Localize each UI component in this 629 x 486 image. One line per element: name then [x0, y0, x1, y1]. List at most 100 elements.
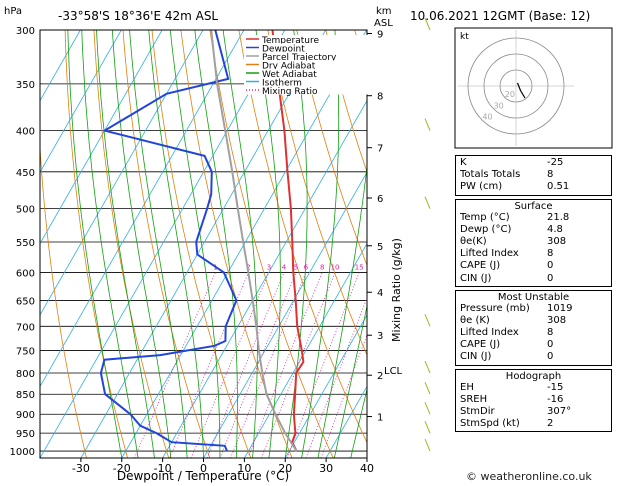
indices-panel: K -25 Totals Totals 8 PW (cm) 0.51 Surface … — [455, 155, 612, 435]
mixing-ratio-label: 15 — [355, 263, 364, 271]
isotherm-line — [40, 30, 122, 173]
index-row: CIN (J) 0 — [460, 272, 554, 284]
legend-bg — [244, 35, 372, 44]
dry-adiabat-line — [151, 30, 252, 458]
wet-adiabat-line — [148, 30, 204, 458]
date-label: 10.06.2021 12GMT (Base: 12) — [410, 9, 591, 23]
index-row: CAPE (J) 0 — [460, 339, 554, 351]
isotherm-line — [40, 30, 163, 245]
wind-barb — [424, 382, 431, 395]
isotherm-line — [203, 171, 367, 458]
km-tick-label: 9 — [377, 29, 383, 40]
index-row: CAPE (J) 0 — [460, 260, 554, 272]
lcl-label: LCL — [384, 366, 403, 377]
wet-adiabat-line — [317, 163, 367, 458]
most-unstable-title: Most Unstable — [497, 291, 570, 303]
mixing-ratio-label: 20 — [372, 263, 381, 271]
legend-bg — [244, 86, 372, 95]
wet-adiabat-line — [111, 30, 172, 458]
hodograph-ring-label: 40 — [482, 113, 492, 122]
mixing-ratio-label: 6 — [304, 263, 309, 271]
x-tick-label: -20 — [113, 462, 131, 475]
pressure-tick-label: 600 — [16, 268, 35, 279]
km-tick-label: 7 — [377, 144, 383, 155]
index-row: EH -15 — [460, 381, 564, 393]
legend-bg — [244, 77, 372, 86]
dry-adiabat-line — [238, 30, 367, 444]
legend-entry: Isotherm — [262, 79, 302, 89]
mixing-ratio-line — [206, 272, 285, 458]
x-tick-label: -10 — [154, 462, 172, 475]
mixing-ratio-line — [190, 272, 270, 458]
dry-adiabat-line — [64, 30, 128, 458]
series-parcel-trajectory — [210, 30, 298, 452]
wet-adiabat-line — [67, 30, 123, 458]
pressure-tick-label: 500 — [16, 205, 35, 216]
km-tick-label: 6 — [377, 194, 383, 205]
index-row: Dewp (°C) 4.8 — [460, 223, 563, 235]
x-tick-label: 40 — [360, 462, 374, 475]
chart-title: -33°58'S 18°36'E 42m ASL — [58, 9, 218, 23]
series-temperature — [271, 30, 305, 452]
dry-adiabat-line — [40, 140, 87, 458]
legend-entry: Temperature — [261, 36, 319, 46]
surface-title: Surface — [514, 200, 553, 212]
pressure-tick-label: 550 — [16, 238, 35, 249]
x-tick-label: 0 — [200, 462, 207, 475]
hodograph-trace — [516, 82, 526, 99]
wet-adiabat-line — [333, 304, 367, 458]
dry-adiabat-line — [616, 30, 629, 458]
index-row: StmSpd (kt) 2 — [460, 418, 554, 430]
km-tick-label: 2 — [377, 371, 383, 382]
mixing-ratio-axis-label: Mixing Ratio (g/kg) — [390, 238, 403, 342]
isotherm-line — [40, 30, 286, 458]
index-row: SREH -16 — [460, 393, 564, 405]
mixing-ratio-label: 4 — [282, 263, 287, 271]
wind-barbs — [424, 17, 431, 452]
x-tick-label: -30 — [72, 462, 90, 475]
dry-adiabat-line — [296, 30, 367, 267]
pressure-tick-label: 700 — [16, 322, 35, 333]
km-label: km — [376, 6, 392, 17]
index-row: Pressure (mb) 1019 — [460, 302, 573, 314]
wind-barb — [424, 360, 431, 374]
index-row: θe(K) 308 — [460, 235, 567, 247]
pressure-tick-label: 450 — [16, 168, 35, 179]
dry-adiabat-line — [209, 30, 334, 458]
wind-barb — [424, 314, 431, 327]
pressure-tick-label: 900 — [16, 410, 35, 421]
hodograph-kt-label: kt — [460, 32, 469, 42]
asl-label: ASL — [374, 18, 393, 29]
pressure-tick-label: 400 — [16, 127, 35, 138]
indices-top-block: K -25 Totals Totals 8 PW (cm) 0.51 — [455, 155, 612, 196]
x-tick-label: 30 — [319, 462, 333, 475]
index-row: StmDir 307° — [460, 406, 572, 417]
legend-entry: Mixing Ratio — [262, 87, 318, 97]
hodograph-title: Hodograph — [505, 370, 562, 382]
mixing-ratio-label: 10 — [331, 263, 340, 271]
mixing-ratio-label: 8 — [320, 263, 324, 271]
index-row: PW (cm) 0.51 — [460, 181, 570, 193]
hodograph-ring-label: 20 — [505, 90, 515, 99]
wet-adiabat-line — [350, 387, 367, 458]
legend-entry: Dewpoint — [262, 45, 305, 55]
wet-adiabat-line — [301, 30, 340, 458]
km-tick-label: 8 — [377, 92, 383, 103]
index-row: Totals Totals 8 — [460, 169, 554, 181]
legend-bg — [244, 60, 372, 69]
pressure-tick-label: 1000 — [10, 447, 35, 458]
legend-bg — [244, 69, 372, 78]
mixing-ratio-line — [219, 272, 297, 458]
hodograph-ring-label: 30 — [494, 101, 504, 110]
wet-adiabat-line — [169, 30, 221, 458]
mixing-ratio-label: 3 — [267, 263, 271, 271]
wind-barb — [424, 118, 431, 131]
wind-barb — [424, 17, 431, 31]
pressure-tick-label: 350 — [16, 80, 35, 91]
watermark: © weatheronline.co.uk — [466, 470, 592, 483]
surface-block: Surface Temp (°C) 21.8 Dewp (°C) 4.8 θe(K)… — [455, 198, 612, 287]
pressure-tick-label: 650 — [16, 296, 35, 307]
